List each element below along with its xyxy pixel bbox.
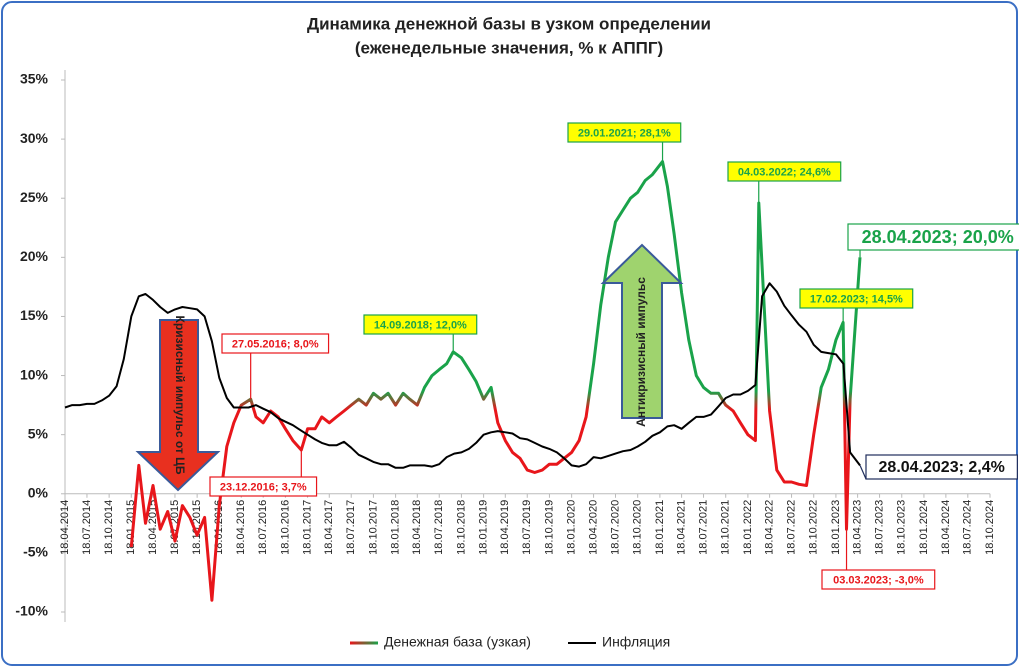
annotation-box bbox=[821, 569, 936, 590]
y-tick-label: -10% bbox=[15, 603, 48, 619]
x-tick-label: 18.07.2021 bbox=[697, 500, 709, 555]
x-tick-label: 18.10.2014 bbox=[103, 500, 115, 555]
arrow-label: Антикризисный импульс bbox=[634, 277, 648, 427]
x-tick-label: 18.10.2017 bbox=[367, 500, 379, 555]
x-tick-label: 18.01.2021 bbox=[654, 500, 666, 555]
x-tick-label: 18.10.2022 bbox=[808, 500, 820, 555]
x-tick-label: 18.04.2020 bbox=[587, 500, 599, 555]
x-tick-label: 18.10.2023 bbox=[896, 500, 908, 555]
annotation: 03.03.2023; -3,0% bbox=[833, 574, 924, 586]
x-tick-label: 18.07.2022 bbox=[785, 500, 797, 555]
x-tick-label: 18.04.2014 bbox=[59, 500, 71, 555]
legend-label: Денежная база (узкая) bbox=[384, 634, 531, 650]
annotation: 23.12.2016; 3,7% bbox=[220, 481, 307, 493]
annotation: 28.04.2023; 20,0% bbox=[862, 227, 1014, 247]
y-tick-label: 35% bbox=[20, 71, 49, 87]
x-tick-label: 18.01.2023 bbox=[830, 500, 842, 555]
annotation: 17.02.2023; 14,5% bbox=[810, 293, 903, 305]
annotation-box bbox=[567, 122, 682, 143]
legend-label: Инфляция bbox=[602, 634, 670, 650]
x-tick-label: 18.01.2024 bbox=[918, 500, 930, 555]
legend-swatch-bg bbox=[350, 641, 378, 645]
annotation-box bbox=[799, 288, 914, 309]
annotation-box bbox=[363, 314, 478, 335]
x-tick-label: 18.07.2015 bbox=[169, 500, 181, 555]
annotation-box bbox=[865, 454, 1018, 480]
x-tick-label: 18.01.2022 bbox=[742, 500, 754, 555]
x-tick-label: 18.07.2017 bbox=[345, 500, 357, 555]
annotation: 04.03.2022; 24,6% bbox=[738, 166, 831, 178]
annotation-pointer bbox=[859, 465, 867, 480]
x-tick-label: 18.01.2019 bbox=[478, 500, 490, 555]
x-tick-label: 18.10.2020 bbox=[632, 500, 644, 555]
y-tick-label: 20% bbox=[20, 248, 49, 264]
y-tick-label: 15% bbox=[20, 307, 49, 323]
annotation: 29.01.2021; 28,1% bbox=[578, 127, 671, 139]
x-tick-label: 18.04.2019 bbox=[499, 500, 511, 555]
y-tick-label: 10% bbox=[20, 366, 49, 382]
x-tick-label: 18.07.2014 bbox=[81, 500, 93, 555]
x-tick-label: 18.07.2023 bbox=[873, 500, 885, 555]
x-tick-label: 18.04.2023 bbox=[852, 500, 864, 555]
chart-title: Динамика денежной базы в узком определен… bbox=[307, 14, 711, 33]
annotation-box bbox=[209, 476, 318, 497]
series-line bbox=[129, 160, 862, 602]
x-tick-label: 18.04.2017 bbox=[323, 500, 335, 555]
x-tick-label: 18.01.2020 bbox=[566, 500, 578, 555]
x-tick-label: 18.10.2015 bbox=[191, 500, 203, 555]
annotation: 28.04.2023; 2,4% bbox=[879, 459, 1005, 476]
y-tick-label: 0% bbox=[28, 484, 49, 500]
annotation-box bbox=[847, 223, 1019, 251]
x-tick-label: 18.04.2024 bbox=[940, 500, 952, 555]
x-tick-label: 18.10.2021 bbox=[720, 500, 732, 555]
x-tick-label: 18.10.2016 bbox=[279, 500, 291, 555]
y-tick-label: -5% bbox=[23, 544, 48, 560]
arrow-label: Кризисный импульс от ЦБ bbox=[173, 316, 187, 475]
annotation: 27.05.2016; 8,0% bbox=[232, 338, 319, 350]
chart-subtitle: (еженедельные значения, % к АППГ) bbox=[355, 38, 663, 57]
x-tick-label: 18.04.2018 bbox=[411, 500, 423, 555]
y-tick-label: 30% bbox=[20, 130, 49, 146]
x-tick-label: 18.07.2024 bbox=[962, 500, 974, 555]
series-line bbox=[64, 282, 861, 469]
y-tick-label: 5% bbox=[28, 425, 49, 441]
x-tick-label: 18.04.2016 bbox=[235, 500, 247, 555]
x-tick-label: 18.07.2020 bbox=[609, 500, 621, 555]
x-tick-label: 18.10.2019 bbox=[543, 500, 555, 555]
x-tick-label: 18.01.2017 bbox=[301, 500, 313, 555]
x-tick-label: 18.07.2019 bbox=[521, 500, 533, 555]
y-tick-label: 25% bbox=[20, 189, 49, 205]
x-tick-label: 18.10.2018 bbox=[455, 500, 467, 555]
arrow bbox=[600, 243, 684, 419]
x-tick-label: 18.07.2016 bbox=[257, 500, 269, 555]
x-tick-label: 18.04.2015 bbox=[147, 500, 159, 555]
x-tick-label: 18.07.2018 bbox=[433, 500, 445, 555]
annotation-box bbox=[221, 333, 330, 354]
x-tick-label: 18.04.2021 bbox=[675, 500, 687, 555]
x-tick-label: 18.10.2024 bbox=[984, 500, 996, 555]
x-tick-label: 18.01.2018 bbox=[390, 500, 402, 555]
arrow bbox=[135, 319, 221, 492]
annotation: 14.09.2018; 12,0% bbox=[374, 319, 467, 331]
x-tick-label: 18.04.2022 bbox=[764, 500, 776, 555]
annotation-box bbox=[727, 161, 842, 182]
